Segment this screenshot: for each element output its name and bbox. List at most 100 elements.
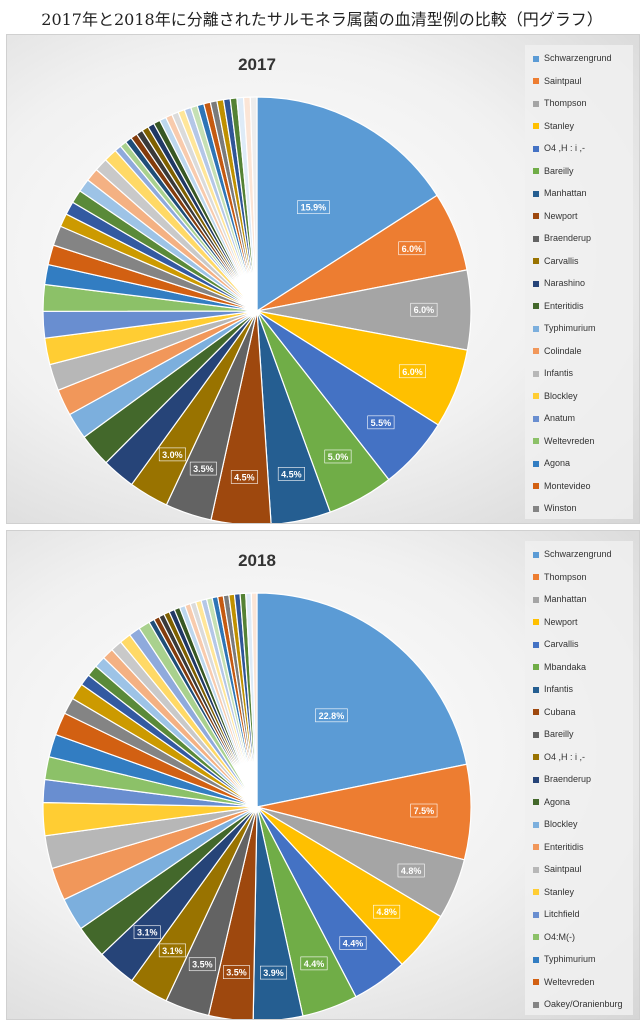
data-label: 3.5% — [222, 965, 250, 979]
legend-label: Braenderup — [544, 774, 592, 784]
legend-swatch — [533, 641, 539, 648]
legend-label: Weltevreden — [544, 435, 595, 446]
data-label: 7.5% — [410, 803, 438, 818]
legend-swatch — [533, 776, 539, 783]
data-label-text: 7.5% — [414, 806, 435, 816]
legend-item: Typhimurium — [533, 323, 596, 333]
data-label: 3.9% — [260, 965, 288, 980]
data-label-box — [339, 936, 367, 950]
data-label-box — [133, 925, 161, 940]
legend-item: Stanley — [533, 887, 574, 897]
legend-item: Mbandaka — [533, 662, 586, 672]
legend-label: Blockley — [544, 819, 578, 829]
legend-item: Newport — [533, 211, 578, 221]
legend-item: Infantis — [533, 368, 573, 378]
legend-swatch — [533, 596, 539, 603]
legend-label: Litchfield — [544, 909, 580, 919]
data-label-text: 5.5% — [371, 418, 392, 428]
data-label-text: 4.8% — [376, 907, 397, 917]
data-label-box — [189, 461, 217, 476]
legend-item: Carvallis — [533, 639, 579, 649]
legend-item: Oakey/Oranienburg — [533, 999, 623, 1009]
data-label-box — [397, 863, 425, 878]
data-label-text: 3.5% — [193, 464, 214, 474]
legend-label: Oakey/Oranienburg — [544, 999, 623, 1009]
pie-slice — [256, 96, 438, 313]
legend-item: Braenderup — [533, 774, 591, 784]
legend-label: Colindale — [544, 345, 582, 356]
data-label-box — [260, 965, 288, 980]
legend-item: Stanley — [533, 121, 574, 131]
legend-item: Colindale — [533, 346, 582, 356]
legend-swatch — [533, 258, 539, 265]
legend-label: Agona — [544, 458, 571, 468]
legend-2018: Schwarzengrund Thompson Manhattan Newport Ca… — [525, 541, 633, 1015]
chart-panel-2017: 15.9% 6.0% 6.0% 6.0% 5.5% 5.0% 4.5% 4.5% 3.5% 3.0… — [6, 34, 640, 524]
legend-label: Schwarzengrund — [544, 53, 612, 63]
legend-item: Narashino — [533, 278, 585, 288]
data-label-box — [230, 470, 258, 484]
data-label: 3.5% — [188, 957, 216, 972]
legend-swatch — [533, 438, 539, 445]
legend-label: Newport — [544, 210, 578, 221]
data-label: 22.8% — [315, 708, 348, 723]
data-label: 5.5% — [367, 415, 395, 430]
legend-swatch — [533, 168, 539, 175]
data-label-text: 3.0% — [162, 450, 183, 460]
data-label-text: 4.5% — [234, 472, 255, 482]
legend-swatch — [533, 55, 539, 62]
legend-label: Braenderup — [544, 233, 592, 243]
legend-label: Bareilly — [544, 165, 574, 176]
data-label-box — [398, 241, 426, 256]
data-label-text: 6.0% — [402, 367, 423, 377]
pie-2017: 15.9% 6.0% 6.0% 6.0% 5.5% 5.0% 4.5% 4.5% 3.5% 3.0… — [42, 96, 472, 523]
legend-label: Mbandaka — [544, 661, 587, 672]
data-label: 4.5% — [230, 470, 258, 484]
legend-swatch — [533, 145, 539, 152]
data-label: 15.9% — [297, 200, 330, 215]
data-label-box — [398, 364, 426, 379]
legend-swatch — [533, 78, 539, 85]
legend-item: Thompson — [533, 572, 587, 582]
legend-item: Bareilly — [533, 166, 574, 176]
data-label-text: 3.1% — [137, 928, 158, 938]
legend-swatch — [533, 123, 539, 130]
legend-item: Saintpaul — [533, 76, 582, 86]
pie-slice — [249, 96, 258, 312]
legend-swatch — [533, 213, 539, 220]
legend-item: Anatum — [533, 413, 575, 423]
legend-swatch — [533, 754, 539, 761]
legend-swatch — [533, 415, 539, 422]
data-label-text: 3.5% — [226, 968, 247, 978]
data-label-box — [315, 708, 348, 723]
legend-label: Enteritidis — [544, 841, 584, 852]
legend-label: Blockley — [544, 390, 578, 401]
legend-label: Stanley — [544, 886, 575, 897]
data-label: 6.0% — [410, 302, 438, 317]
data-label-box — [373, 904, 401, 919]
legend-label: Carvallis — [544, 639, 579, 649]
legend-item: Manhattan — [533, 188, 587, 198]
legend-label: Narashino — [544, 278, 586, 288]
legend-swatch — [533, 619, 539, 626]
chart-panel-2018: 22.8% 7.5% 4.8% 4.8% 4.4% 4.4% 3.9% 3.5% 3.5% 3.1… — [6, 530, 640, 1020]
legend-item: Saintpaul — [533, 864, 582, 874]
legend-label: Enteritidis — [544, 300, 584, 311]
legend-swatch — [533, 551, 539, 558]
legend-item: Schwarzengrund — [533, 53, 612, 63]
data-label-text: 3.9% — [263, 968, 284, 978]
data-label-box — [188, 957, 216, 972]
legend-item: Weltevreden — [533, 436, 594, 446]
legend-item: Cubana — [533, 707, 576, 717]
data-label: 3.1% — [158, 943, 186, 958]
data-label: 6.0% — [398, 241, 426, 256]
legend-item: Weltevreden — [533, 977, 594, 987]
legend-swatch — [533, 190, 539, 197]
legend-item: O4 ,H : i ,- — [533, 752, 585, 762]
legend-label: Infantis — [544, 368, 574, 378]
data-label-text: 3.1% — [162, 946, 183, 956]
legend-item: Enteritidis — [533, 842, 584, 852]
legend-swatch — [533, 686, 539, 693]
legend-item: Montevideo — [533, 481, 591, 491]
data-label: 4.8% — [373, 904, 401, 919]
